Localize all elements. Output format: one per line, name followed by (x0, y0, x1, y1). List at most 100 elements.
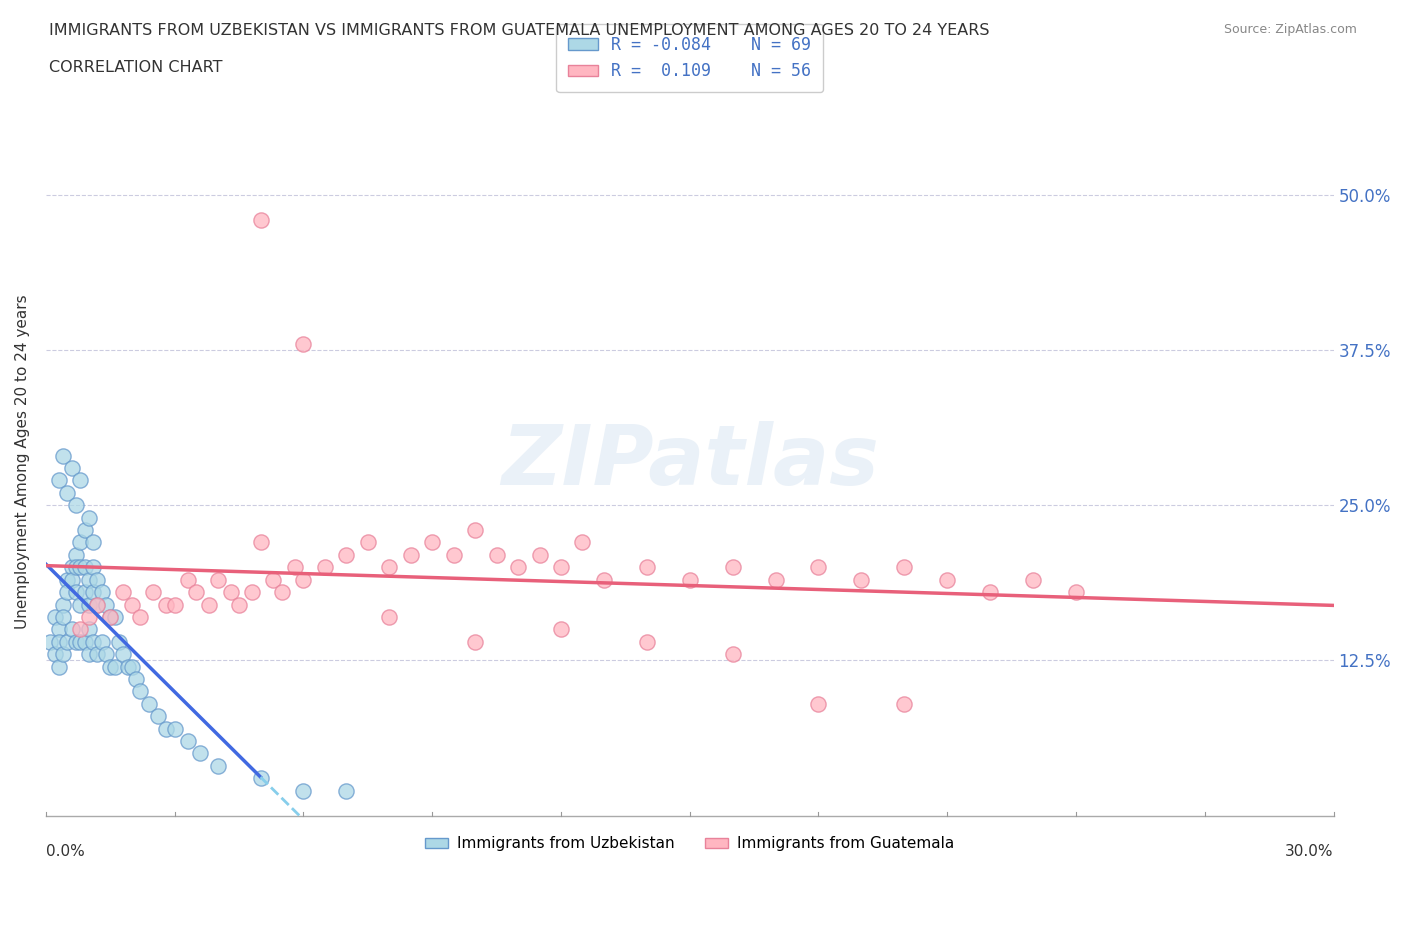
Point (65, 498, 87, 512)
Point (190, 746, 212, 761)
Text: 30.0%: 30.0% (1285, 844, 1333, 859)
Point (219, 585, 242, 600)
Text: 0.0%: 0.0% (46, 844, 84, 859)
Point (60, 622, 83, 637)
Point (48, 622, 70, 637)
Point (104, 609, 127, 624)
Point (69, 535, 91, 550)
Point (464, 523, 486, 538)
Point (485, 548, 508, 563)
Point (90, 634, 112, 649)
Point (807, 560, 830, 575)
Point (228, 597, 250, 612)
Point (721, 560, 744, 575)
Point (86, 597, 108, 612)
Point (186, 585, 208, 600)
Point (73, 560, 96, 575)
Legend: Immigrants from Uzbekistan, Immigrants from Guatemala: Immigrants from Uzbekistan, Immigrants f… (419, 830, 960, 857)
Point (176, 572, 198, 587)
Point (284, 560, 307, 575)
Point (73, 523, 96, 538)
Point (506, 560, 529, 575)
Point (56, 585, 79, 600)
Y-axis label: Unemployment Among Ages 20 to 24 years: Unemployment Among Ages 20 to 24 years (15, 295, 30, 629)
Point (893, 697, 915, 711)
Point (176, 734, 198, 749)
Point (98, 609, 121, 624)
Point (207, 572, 229, 587)
Point (314, 560, 336, 575)
Point (399, 548, 422, 563)
Text: CORRELATION CHART: CORRELATION CHART (49, 60, 222, 75)
Point (65, 560, 87, 575)
Point (121, 597, 143, 612)
Point (39, 634, 62, 649)
Point (292, 337, 315, 352)
Point (207, 759, 229, 774)
Point (52, 646, 75, 661)
Point (721, 646, 744, 661)
Point (765, 572, 787, 587)
Point (529, 548, 551, 563)
Point (98, 609, 121, 624)
Point (979, 585, 1001, 600)
Point (94, 646, 117, 661)
Point (198, 597, 221, 612)
Point (108, 634, 131, 649)
Point (271, 585, 294, 600)
Text: Source: ZipAtlas.com: Source: ZipAtlas.com (1223, 23, 1357, 36)
Point (679, 572, 702, 587)
Point (240, 585, 263, 600)
Point (112, 646, 135, 661)
Point (73, 634, 96, 649)
Point (125, 671, 148, 686)
Point (77, 646, 100, 661)
Point (56, 485, 79, 500)
Point (249, 771, 271, 786)
Point (86, 597, 108, 612)
Point (117, 659, 139, 674)
Point (121, 659, 143, 674)
Point (48, 634, 70, 649)
Point (69, 560, 91, 575)
Point (636, 560, 658, 575)
Point (155, 722, 177, 737)
Point (851, 572, 873, 587)
Text: IMMIGRANTS FROM UZBEKISTAN VS IMMIGRANTS FROM GUATEMALA UNEMPLOYMENT AMONG AGES : IMMIGRANTS FROM UZBEKISTAN VS IMMIGRANTS… (49, 23, 990, 38)
Point (129, 684, 152, 698)
Point (69, 634, 91, 649)
Point (262, 572, 284, 587)
Point (464, 634, 486, 649)
Point (77, 622, 100, 637)
Point (52, 609, 75, 624)
Point (69, 473, 91, 488)
Point (155, 597, 177, 612)
Point (94, 597, 117, 612)
Point (65, 634, 87, 649)
Point (48, 473, 70, 488)
Point (60, 560, 83, 575)
Point (60, 460, 83, 475)
Point (86, 646, 108, 661)
Point (44, 646, 66, 661)
Point (335, 548, 357, 563)
Point (550, 622, 572, 637)
Point (163, 722, 186, 737)
Point (1064, 585, 1087, 600)
Point (593, 572, 616, 587)
Point (56, 634, 79, 649)
Point (52, 448, 75, 463)
Point (357, 535, 380, 550)
Point (73, 585, 96, 600)
Point (163, 597, 186, 612)
Point (77, 572, 100, 587)
Point (82, 535, 104, 550)
Point (378, 560, 401, 575)
Point (112, 585, 135, 600)
Point (69, 622, 91, 637)
Point (90, 585, 112, 600)
Text: ZIPatlas: ZIPatlas (501, 421, 879, 502)
Point (138, 697, 160, 711)
Point (77, 511, 100, 525)
Point (636, 634, 658, 649)
